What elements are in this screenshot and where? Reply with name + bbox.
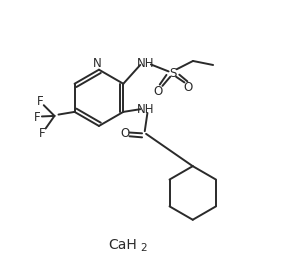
Text: 2: 2 [140, 243, 147, 254]
Text: F: F [34, 111, 40, 124]
Text: F: F [39, 127, 46, 140]
Text: S: S [169, 66, 177, 80]
Text: NH: NH [137, 103, 155, 116]
Text: NH: NH [137, 57, 155, 70]
Text: CaH: CaH [109, 238, 138, 252]
Text: F: F [36, 95, 43, 108]
Text: O: O [120, 127, 129, 140]
Text: O: O [183, 81, 192, 94]
Text: O: O [153, 85, 163, 98]
Text: N: N [93, 57, 102, 70]
